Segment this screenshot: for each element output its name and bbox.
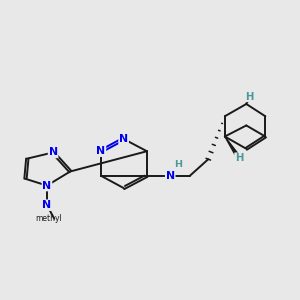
Text: methyl: methyl [35, 214, 62, 223]
Polygon shape [225, 136, 241, 159]
Polygon shape [246, 96, 251, 104]
Text: N: N [166, 171, 175, 181]
Text: H: H [245, 92, 254, 102]
Text: N: N [119, 134, 128, 144]
Text: N: N [49, 148, 58, 158]
Text: N: N [42, 181, 52, 190]
Text: H: H [235, 153, 243, 163]
Text: H: H [174, 160, 182, 169]
Text: N: N [42, 200, 52, 210]
Text: N: N [96, 146, 106, 156]
